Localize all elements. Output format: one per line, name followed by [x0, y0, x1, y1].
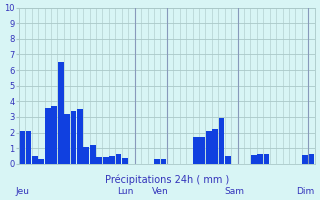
- Bar: [109, 156, 115, 164]
- Bar: [257, 154, 263, 164]
- Bar: [161, 159, 166, 164]
- Text: Sam: Sam: [224, 187, 244, 196]
- Bar: [199, 137, 205, 164]
- Bar: [302, 155, 308, 164]
- Bar: [90, 145, 96, 164]
- Bar: [71, 111, 76, 164]
- Bar: [309, 154, 315, 164]
- Bar: [225, 156, 231, 164]
- Bar: [116, 154, 122, 164]
- Bar: [219, 118, 224, 164]
- Text: Dim: Dim: [296, 187, 314, 196]
- Bar: [84, 147, 89, 164]
- Text: Jeu: Jeu: [15, 187, 29, 196]
- Bar: [103, 157, 108, 164]
- Bar: [212, 129, 218, 164]
- Bar: [77, 109, 83, 164]
- Bar: [64, 114, 70, 164]
- Bar: [32, 156, 38, 164]
- Bar: [251, 155, 257, 164]
- Bar: [58, 62, 64, 164]
- Text: Lun: Lun: [117, 187, 133, 196]
- Bar: [96, 157, 102, 164]
- Text: Ven: Ven: [152, 187, 169, 196]
- Bar: [26, 131, 31, 164]
- X-axis label: Précipitations 24h ( mm ): Précipitations 24h ( mm ): [105, 175, 229, 185]
- Bar: [45, 108, 51, 164]
- Bar: [51, 106, 57, 164]
- Bar: [264, 154, 269, 164]
- Bar: [206, 131, 212, 164]
- Bar: [154, 159, 160, 164]
- Bar: [122, 158, 128, 164]
- Bar: [38, 159, 44, 164]
- Bar: [193, 137, 199, 164]
- Bar: [19, 131, 25, 164]
